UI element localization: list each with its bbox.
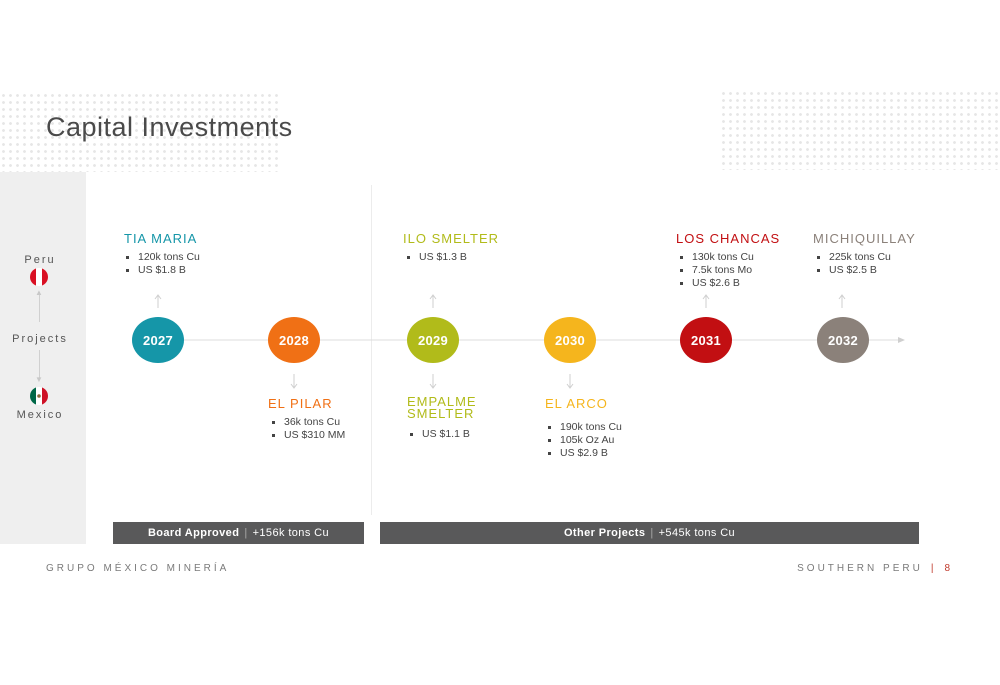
- other-projects-total: +545k tons Cu: [658, 527, 736, 539]
- project-los-chancas-name: LOS CHANCAS: [676, 231, 781, 246]
- sidebar: [0, 172, 86, 544]
- arrow-down-icon: ▼: [35, 375, 43, 384]
- board-approved-total: +156k tons Cu: [252, 527, 330, 539]
- label-peru: Peru: [24, 254, 56, 266]
- dot-pattern-left: [0, 92, 280, 172]
- list-item: 225k tons Cu: [815, 251, 891, 264]
- list-item: US $2.6 B: [678, 277, 754, 290]
- year-node-2028: 2028: [268, 317, 320, 363]
- peru-flag-icon: [30, 268, 48, 286]
- list-item: US $2.5 B: [815, 264, 891, 277]
- project-ilo-smelter-details: US $1.3 B: [405, 251, 467, 264]
- project-tia-maria-details: 120k tons Cu US $1.8 B: [124, 251, 200, 277]
- bar-separator: |: [244, 527, 248, 539]
- dot-pattern-right: [720, 90, 1000, 170]
- footer-separator: |: [930, 563, 937, 574]
- footer-division: SOUTHERN PERU: [797, 563, 923, 574]
- year-node-2030: 2030: [544, 317, 596, 363]
- project-los-chancas-details: 130k tons Cu 7.5k tons Mo US $2.6 B: [678, 251, 754, 290]
- year-node-2032: 2032: [817, 317, 869, 363]
- list-item: US $1.8 B: [124, 264, 200, 277]
- project-michiquillay-name: MICHIQUILLAY: [813, 231, 916, 246]
- board-approved-label: Board Approved: [147, 527, 240, 539]
- year-node-2029: 2029: [407, 317, 459, 363]
- section-divider: [371, 185, 372, 515]
- list-item: 190k tons Cu: [546, 421, 622, 434]
- label-mexico: Mexico: [16, 409, 64, 421]
- list-item: 130k tons Cu: [678, 251, 754, 264]
- arrow-up-icon: ▲: [35, 288, 43, 297]
- bar-separator: |: [650, 527, 654, 539]
- footer-company: GRUPO MÉXICO MINERÍA: [46, 563, 230, 574]
- list-item: 105k Oz Au: [546, 434, 622, 447]
- list-item: 120k tons Cu: [124, 251, 200, 264]
- year-node-2027: 2027: [132, 317, 184, 363]
- list-item: US $310 MM: [270, 429, 345, 442]
- project-empalme-smelter-details: US $1.1 B: [408, 428, 470, 441]
- project-empalme-smelter-name: EMPALME SMELTER: [407, 394, 477, 421]
- other-projects-label: Other Projects: [563, 527, 646, 539]
- project-el-pilar-name: EL PILAR: [268, 396, 333, 411]
- project-empalme-line2: SMELTER: [407, 406, 475, 421]
- project-ilo-smelter-name: ILO SMELTER: [403, 231, 500, 246]
- project-el-arco-details: 190k tons Cu 105k Oz Au US $2.9 B: [546, 421, 622, 460]
- list-item: 7.5k tons Mo: [678, 264, 754, 277]
- list-item: US $1.1 B: [408, 428, 470, 441]
- footer-right: SOUTHERN PERU | 8: [797, 563, 950, 574]
- project-empalme-line1: EMPALME: [407, 394, 477, 409]
- label-projects: Projects: [12, 333, 68, 345]
- board-approved-bar: Board Approved | +156k tons Cu: [113, 522, 364, 544]
- project-tia-maria-name: TIA MARIA: [124, 231, 198, 246]
- project-el-arco-name: EL ARCO: [545, 396, 608, 411]
- project-el-pilar-details: 36k tons Cu US $310 MM: [270, 416, 345, 442]
- sidebar-line-top: [39, 292, 40, 322]
- page-title: Capital Investments: [46, 112, 293, 142]
- mexico-flag-icon: [30, 387, 48, 405]
- project-michiquillay-details: 225k tons Cu US $2.5 B: [815, 251, 891, 277]
- page-number: 8: [944, 563, 950, 574]
- list-item: 36k tons Cu: [270, 416, 345, 429]
- sidebar-line-bottom: [39, 350, 40, 380]
- year-node-2031: 2031: [680, 317, 732, 363]
- list-item: US $2.9 B: [546, 447, 622, 460]
- other-projects-bar: Other Projects | +545k tons Cu: [380, 522, 919, 544]
- list-item: US $1.3 B: [405, 251, 467, 264]
